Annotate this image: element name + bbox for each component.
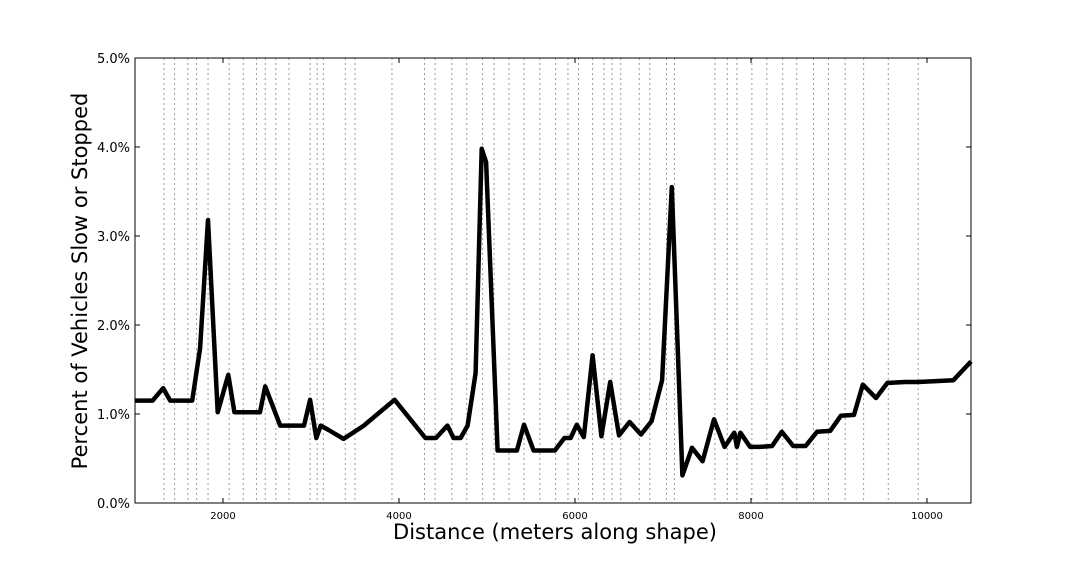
x-tick-label: 8000 xyxy=(738,511,763,522)
x-axis-title: Distance (meters along shape) xyxy=(393,520,717,544)
y-axis-title: Percent of Vehicles Slow or Stopped xyxy=(68,93,92,470)
x-tick-label: 4000 xyxy=(386,511,411,522)
y-tick-label: 2.0% xyxy=(97,319,130,334)
x-tick-label: 2000 xyxy=(210,511,235,522)
y-tick-label: 0.0% xyxy=(97,497,130,512)
y-tick-label: 1.0% xyxy=(97,408,130,423)
y-tick-label: 4.0% xyxy=(97,141,130,156)
x-tick-label: 10000 xyxy=(911,511,943,522)
plot-frame xyxy=(134,57,972,504)
series-line xyxy=(135,146,973,478)
x-tick-label: 6000 xyxy=(562,511,587,522)
x-axis-ticks: 2000 4000 6000 8000 10000 xyxy=(210,58,943,522)
y-tick-label: 5.0% xyxy=(97,52,130,67)
y-axis-ticks: 0.0% 1.0% 2.0% 3.0% 4.0% 5.0% xyxy=(97,52,971,512)
stop-marker-lines xyxy=(163,58,919,503)
y-tick-label: 3.0% xyxy=(97,230,130,245)
